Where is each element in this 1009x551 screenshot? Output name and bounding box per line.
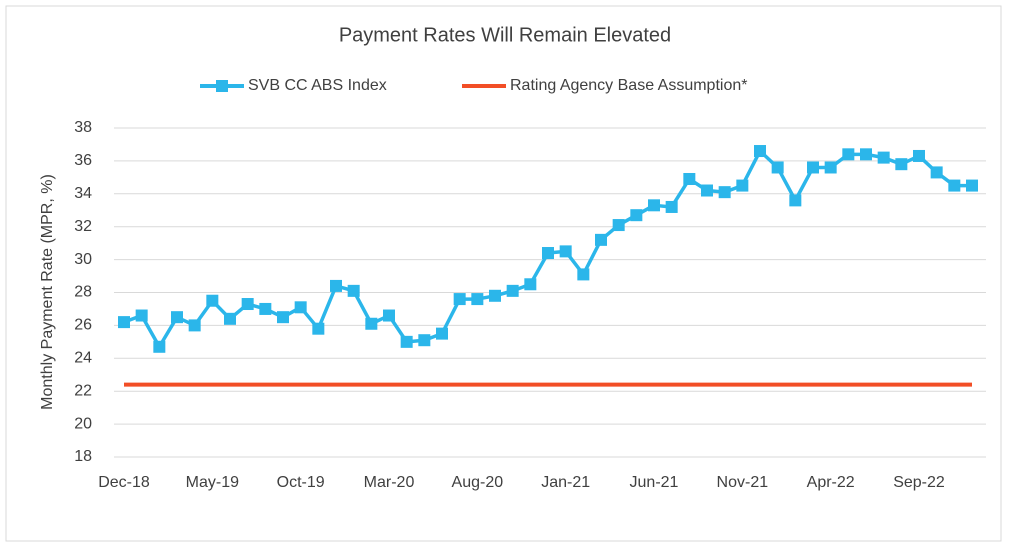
data-point [718, 186, 731, 199]
y-tick-label: 28 [74, 284, 92, 301]
data-point [206, 294, 219, 307]
data-point [118, 316, 130, 329]
data-point [913, 149, 925, 162]
legend-label: SVB CC ABS Index [248, 77, 387, 94]
data-point [506, 284, 519, 297]
data-point [277, 311, 289, 324]
x-tick-label: Oct-19 [277, 474, 325, 491]
data-point [312, 322, 325, 335]
data-point [648, 199, 660, 212]
legend-label: Rating Agency Base Assumption* [510, 77, 747, 94]
x-tick-label: Jun-21 [630, 474, 679, 491]
data-point [453, 293, 466, 306]
y-tick-label: 26 [74, 317, 92, 334]
chart-title: Payment Rates Will Remain Elevated [339, 24, 671, 46]
data-point [171, 311, 183, 324]
data-point [294, 301, 307, 314]
data-point [135, 309, 148, 322]
data-point [842, 148, 855, 161]
data-point [948, 179, 961, 192]
data-point [347, 284, 360, 297]
data-point [630, 209, 643, 222]
data-point [807, 161, 819, 174]
data-point [860, 148, 872, 161]
x-tick-label: Dec-18 [98, 474, 150, 491]
data-point [789, 194, 802, 207]
y-tick-label: 24 [74, 350, 92, 367]
y-tick-label: 36 [74, 152, 92, 169]
x-tick-label: May-19 [186, 474, 239, 491]
data-point [153, 340, 166, 353]
data-point [418, 334, 431, 347]
data-point [877, 151, 890, 164]
data-point [542, 247, 554, 260]
y-axis-label: Monthly Payment Rate (MPR, %) [39, 174, 56, 410]
data-point [489, 289, 501, 302]
y-tick-label: 38 [74, 119, 92, 136]
y-tick-label: 32 [74, 218, 92, 235]
data-point [701, 184, 713, 197]
data-point [966, 179, 978, 192]
data-point [559, 245, 572, 258]
data-point [224, 312, 236, 325]
data-point [400, 335, 413, 348]
data-point [771, 161, 784, 174]
y-tick-label: 30 [74, 251, 92, 268]
y-tick-label: 22 [74, 382, 92, 399]
data-point [383, 309, 395, 322]
y-tick-label: 18 [74, 448, 92, 465]
data-point [754, 145, 766, 158]
data-point [330, 279, 342, 292]
data-point [188, 319, 201, 332]
legend-marker [216, 80, 228, 92]
x-tick-label: Jan-21 [541, 474, 590, 491]
data-point [824, 161, 837, 174]
data-point [471, 293, 484, 306]
data-point [683, 172, 696, 185]
data-point [436, 327, 448, 340]
x-tick-label: Apr-22 [807, 474, 855, 491]
chart-border [5, 5, 1002, 542]
data-point [665, 200, 678, 213]
y-tick-label: 34 [74, 185, 92, 202]
data-point [595, 233, 607, 246]
data-point [241, 298, 254, 311]
y-tick-label: 20 [74, 415, 92, 432]
data-point [612, 219, 625, 232]
x-tick-label: Mar-20 [364, 474, 415, 491]
data-point [736, 179, 749, 192]
data-point [577, 268, 590, 281]
x-tick-label: Nov-21 [717, 474, 769, 491]
data-point [365, 317, 378, 330]
data-point [524, 278, 537, 291]
data-point [895, 158, 908, 171]
x-tick-label: Aug-20 [452, 474, 504, 491]
x-tick-label: Sep-22 [893, 474, 945, 491]
data-point [259, 302, 272, 315]
data-point [930, 166, 943, 179]
